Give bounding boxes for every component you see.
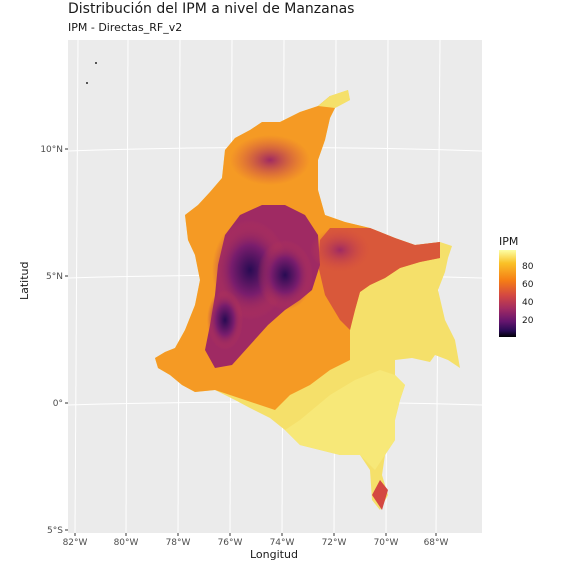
- x-tick-marks: [74, 533, 437, 536]
- x-tick-label: 78°W: [166, 538, 191, 548]
- colombia-ipm-map: [86, 62, 460, 510]
- legend-colorbar: [499, 250, 516, 337]
- x-tick-label: 68°W: [424, 538, 449, 548]
- x-tick-label: 80°W: [114, 538, 139, 548]
- y-tick-label: 10°N: [40, 145, 63, 155]
- x-tick-label: 72°W: [322, 538, 347, 548]
- y-tick-label: 5°S: [47, 526, 63, 536]
- y-axis-title: Latitud: [18, 261, 31, 300]
- y-tick-label: 0°: [53, 399, 63, 409]
- x-tick-label: 82°W: [63, 538, 88, 548]
- y-tick-label: 5°N: [46, 272, 63, 282]
- legend-tick-label: 60: [522, 280, 534, 290]
- legend-title: IPM: [499, 235, 519, 248]
- x-tick-label: 70°W: [374, 538, 399, 548]
- x-axis-title: Longitud: [250, 548, 298, 561]
- map-subtitle: IPM - Directas_RF_v2: [68, 21, 183, 34]
- x-tick-label: 76°W: [218, 538, 243, 548]
- legend-tick-label: 20: [522, 316, 534, 326]
- x-tick-label: 74°W: [270, 538, 295, 548]
- y-tick-marks: [65, 148, 68, 531]
- legend-tick-label: 40: [522, 298, 534, 308]
- legend-tick-label: 80: [522, 262, 534, 272]
- map-title: Distribución del IPM a nivel de Manzanas: [68, 1, 355, 17]
